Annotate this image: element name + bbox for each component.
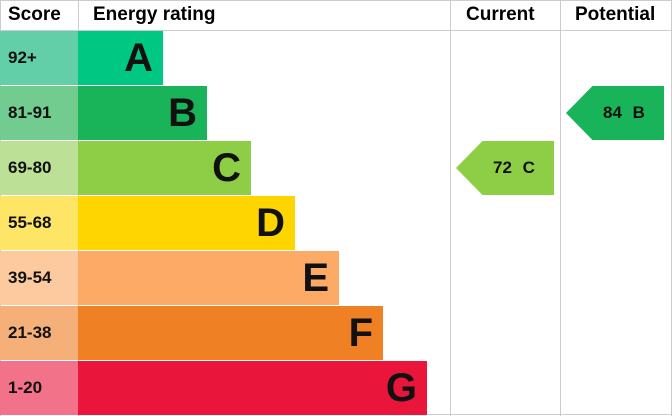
score-cell-f: 21-38 bbox=[0, 306, 78, 360]
score-cell-a: 92+ bbox=[0, 31, 78, 85]
header-score: Score bbox=[8, 4, 61, 25]
header-energy-rating: Energy rating bbox=[93, 4, 216, 25]
potential-rating-label: 84 B bbox=[603, 103, 645, 122]
score-cell-g: 1-20 bbox=[0, 361, 78, 415]
score-cell-d: 55-68 bbox=[0, 196, 78, 250]
current-rating-arrow: 72 C bbox=[456, 141, 554, 195]
grid-line bbox=[0, 30, 672, 31]
score-cell-e: 39-54 bbox=[0, 251, 78, 305]
current-rating-label: 72 C bbox=[493, 158, 535, 177]
grid-line bbox=[0, 0, 672, 1]
grid-line bbox=[450, 0, 451, 416]
grid-line bbox=[560, 0, 561, 416]
rating-bar-d: D bbox=[78, 196, 295, 250]
rating-bar-b: B bbox=[78, 86, 207, 140]
rating-bar-f: F bbox=[78, 306, 383, 360]
rating-bar-g: G bbox=[78, 361, 427, 415]
potential-rating-arrow: 84 B bbox=[566, 86, 664, 140]
header-current: Current bbox=[466, 4, 535, 25]
rating-bar-a: A bbox=[78, 31, 163, 85]
score-cell-b: 81-91 bbox=[0, 86, 78, 140]
header-potential: Potential bbox=[575, 4, 656, 25]
rating-bar-c: C bbox=[78, 141, 251, 195]
score-cell-c: 69-80 bbox=[0, 141, 78, 195]
rating-bar-e: E bbox=[78, 251, 339, 305]
